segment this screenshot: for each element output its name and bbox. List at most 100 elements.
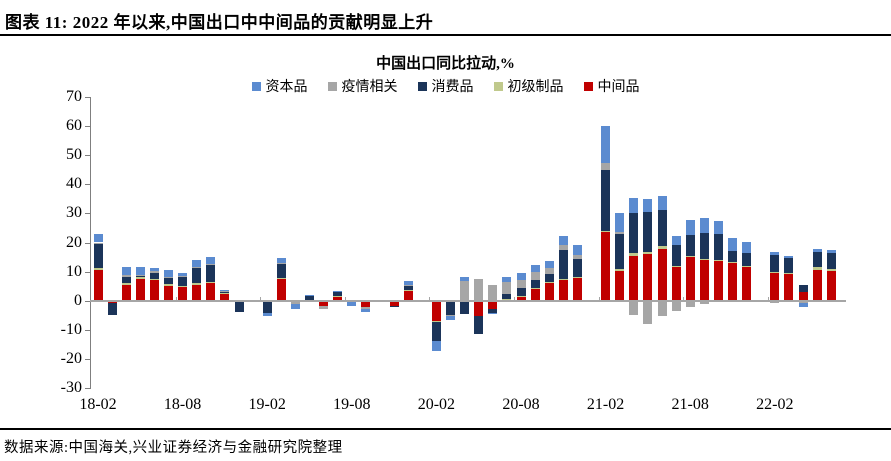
bar-segment	[333, 296, 343, 301]
x-axis-label: 18-02	[79, 396, 117, 413]
bar-segment	[333, 292, 343, 297]
bar-segment	[530, 271, 540, 280]
bar-segment	[333, 291, 343, 293]
bar-segment	[121, 283, 131, 285]
bar-segment	[107, 303, 117, 316]
bar-segment	[305, 296, 314, 300]
bar-segment	[558, 245, 568, 250]
y-axis-label: 0	[74, 291, 82, 309]
bar-segment	[220, 290, 230, 292]
bar-segment	[389, 300, 399, 307]
bar-segment	[446, 301, 455, 315]
bar-segment	[601, 170, 611, 232]
bar-segment	[474, 278, 484, 301]
bar-segment	[474, 300, 484, 316]
bar-segment	[629, 255, 639, 301]
bar-segment	[615, 232, 625, 235]
bar-segment	[812, 267, 822, 270]
bar-segment	[305, 295, 314, 297]
bar-segment	[558, 279, 568, 281]
x-axis-label: 21-08	[671, 396, 709, 413]
bar-segment	[657, 300, 667, 316]
bar-segment	[460, 300, 470, 315]
y-axis-line: 70 60 50 40 30 20 10 0 -10 -20 -30	[61, 89, 91, 396]
x-axis-tick	[175, 296, 177, 302]
bar-segment	[164, 277, 173, 285]
bar-segment	[93, 242, 103, 244]
bar-segment	[135, 275, 145, 277]
bar-segment	[502, 276, 512, 283]
bar-segment	[460, 280, 470, 300]
bar-segment	[502, 282, 512, 294]
bar-segment	[544, 282, 554, 301]
bar-segment	[361, 308, 371, 313]
x-axis-label: 22-02	[756, 396, 794, 413]
bar-segment	[544, 273, 554, 283]
bar-segment	[615, 269, 625, 271]
x-axis-tick	[767, 296, 769, 302]
x-axis-tick	[513, 296, 515, 302]
bar-segment	[671, 300, 681, 311]
bar-segment	[657, 248, 667, 301]
x-axis-tick	[598, 296, 600, 302]
bar-segment	[826, 249, 836, 254]
bar-segment	[276, 279, 286, 301]
x-axis-label: 19-08	[333, 396, 371, 413]
y-axis-tick	[85, 329, 90, 331]
bar-segment	[713, 261, 723, 301]
y-axis-label: 60	[66, 117, 82, 135]
bar-segment	[629, 300, 639, 315]
bar-segment	[164, 284, 173, 286]
bar-segment	[699, 217, 709, 233]
bar-segment	[728, 262, 737, 301]
bar-segment	[403, 290, 413, 291]
y-axis-tick	[85, 97, 90, 98]
bar-segment	[234, 302, 244, 312]
footer-rule	[0, 428, 891, 430]
bar-segment	[713, 259, 723, 262]
bar-segment	[784, 272, 794, 274]
bar-segment	[572, 259, 582, 277]
bar-segment	[770, 252, 780, 255]
x-axis-tick	[429, 296, 431, 302]
bar-segment	[530, 279, 540, 288]
bar-segment	[149, 279, 159, 280]
legend-label: 疫情相关	[341, 80, 398, 95]
bar-segment	[643, 251, 653, 255]
y-axis-label: -20	[60, 349, 82, 367]
bar-segment	[178, 273, 188, 277]
bar-segment	[220, 289, 230, 291]
bar-segment	[601, 162, 611, 171]
bar-segment	[530, 264, 540, 272]
bar-segment	[685, 220, 695, 235]
bar-segment	[544, 282, 554, 283]
y-axis-tick	[85, 242, 90, 244]
bar-segment	[742, 265, 752, 267]
bar-segment	[446, 315, 455, 321]
bar-segment	[488, 284, 498, 301]
bar-segment	[728, 238, 737, 252]
bar-segment	[262, 302, 272, 313]
bar-segment	[601, 232, 611, 301]
source-note: 数据来源:中国海关,兴业证券经济与金融研究院整理	[4, 440, 343, 456]
bar-segment	[713, 220, 723, 235]
legend-label: 资本品	[265, 80, 308, 95]
y-axis-tick	[85, 358, 90, 360]
bar-segment	[149, 279, 159, 301]
bar-segment	[220, 292, 230, 301]
legend-swatch	[327, 81, 337, 91]
bar-segment	[431, 340, 441, 352]
bar-segment	[135, 276, 145, 279]
bar-segment	[290, 301, 300, 305]
bar-segment	[812, 252, 822, 268]
x-axis-tick	[344, 296, 346, 302]
bar-segment	[643, 198, 653, 213]
bar-segment	[149, 271, 159, 273]
bar-segment	[671, 267, 681, 301]
bar-segment	[572, 255, 582, 260]
bar-segment	[403, 281, 413, 285]
bar-segment	[699, 259, 709, 261]
zero-line	[90, 299, 846, 302]
bar-segment	[164, 269, 173, 277]
bar-segment	[770, 300, 780, 303]
